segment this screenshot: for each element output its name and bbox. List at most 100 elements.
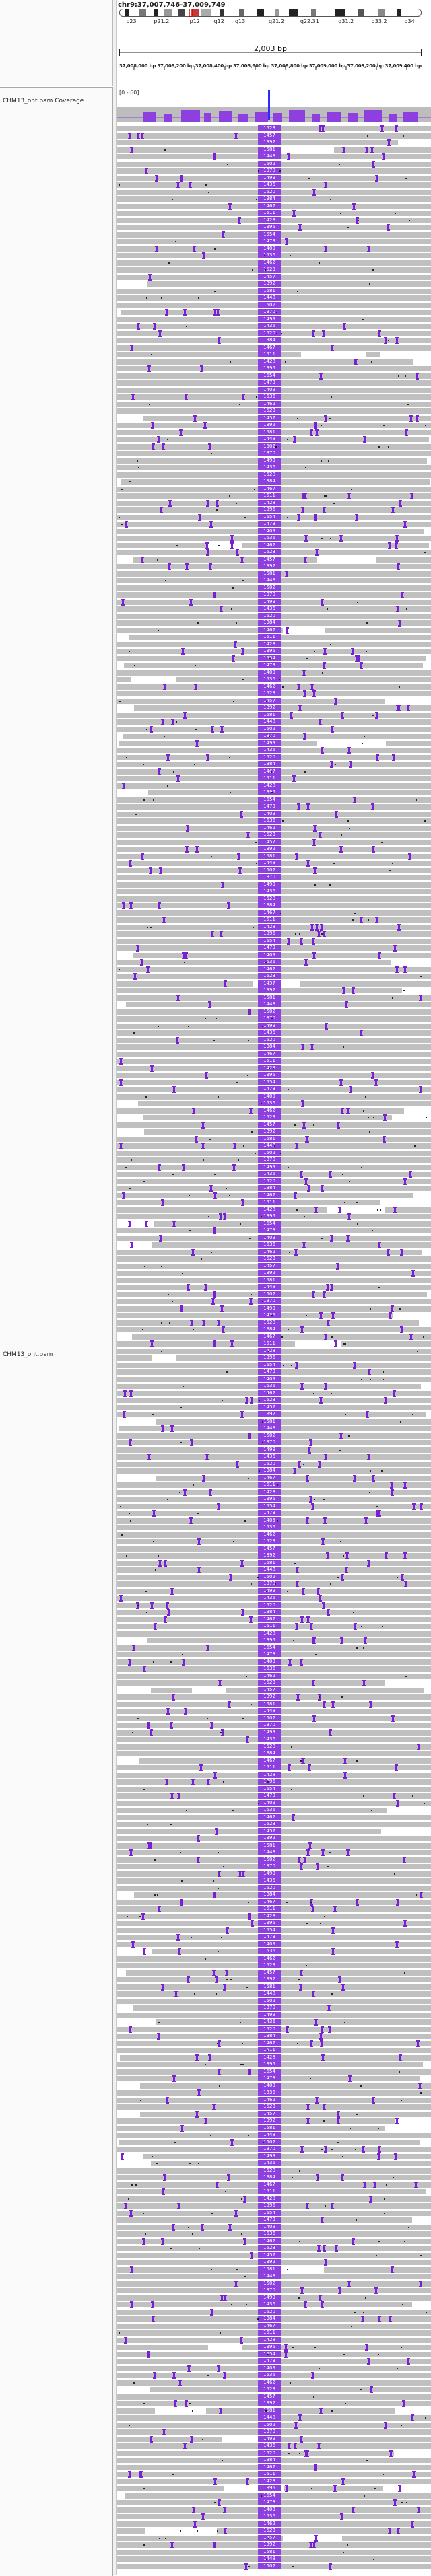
insertion-marker[interactable] xyxy=(407,705,410,711)
insertion-marker[interactable] xyxy=(396,606,399,612)
insertion-marker[interactable] xyxy=(395,1941,399,1948)
insertion-marker[interactable] xyxy=(129,860,132,867)
insertion-marker[interactable] xyxy=(348,2075,352,2082)
insertion-marker[interactable] xyxy=(306,2203,309,2209)
insertion-marker[interactable] xyxy=(306,2104,310,2110)
insertion-marker[interactable] xyxy=(393,2499,397,2506)
insertion-label[interactable]: 1511 xyxy=(258,493,281,499)
insertion-marker[interactable] xyxy=(213,1892,216,1898)
insertion-label[interactable]: 1370 xyxy=(258,450,281,456)
insertion-marker[interactable] xyxy=(250,2252,253,2259)
insertion-marker[interactable] xyxy=(223,2372,226,2379)
insertion-marker[interactable] xyxy=(166,1708,170,1715)
insertion-marker[interactable] xyxy=(330,761,333,768)
insertion-label[interactable]: 1448 xyxy=(258,1143,281,1149)
insertion-marker[interactable] xyxy=(294,2443,297,2449)
insertion-marker[interactable] xyxy=(346,1108,350,1114)
insertion-marker[interactable] xyxy=(232,655,235,662)
insertion-label[interactable]: 1436 xyxy=(258,2443,281,2449)
insertion-label[interactable]: 1370 xyxy=(258,2429,281,2435)
insertion-label[interactable]: 1428 xyxy=(258,1207,281,1213)
insertion-marker[interactable] xyxy=(204,2118,207,2124)
insertion-label[interactable]: 1554 xyxy=(258,2069,281,2075)
insertion-marker[interactable] xyxy=(131,394,135,400)
insertion-marker[interactable] xyxy=(288,1659,292,1666)
insertion-marker[interactable] xyxy=(151,422,154,429)
insertion-marker[interactable] xyxy=(241,648,244,655)
insertion-label[interactable]: 1370 xyxy=(258,1015,281,1022)
insertion-marker[interactable] xyxy=(238,217,241,224)
insertion-label[interactable]: 1467 xyxy=(258,1051,281,1057)
insertion-marker[interactable] xyxy=(298,705,302,711)
insertion-label[interactable]: 1520 xyxy=(258,1461,281,1467)
insertion-marker[interactable] xyxy=(206,500,209,507)
insertion-marker[interactable] xyxy=(218,1871,221,1877)
insertion-marker[interactable] xyxy=(129,1390,133,1397)
insertion-label[interactable]: 1523 xyxy=(258,1962,281,1968)
insertion-marker[interactable] xyxy=(370,2386,373,2393)
insertion-marker[interactable] xyxy=(402,2400,405,2407)
insertion-label[interactable]: 1473 xyxy=(258,2358,281,2364)
insertion-marker[interactable] xyxy=(319,2295,322,2301)
insertion-marker[interactable] xyxy=(132,1645,135,1651)
insertion-marker[interactable] xyxy=(315,549,319,556)
insertion-label[interactable]: 1554 xyxy=(258,514,281,520)
read[interactable] xyxy=(117,1200,380,1205)
insertion-marker[interactable] xyxy=(311,1503,314,1510)
insertion-marker[interactable] xyxy=(300,2287,304,2294)
insertion-marker[interactable] xyxy=(158,330,162,337)
read[interactable] xyxy=(134,1892,431,1898)
insertion-label[interactable]: 1511 xyxy=(258,1764,281,1770)
insertion-marker[interactable] xyxy=(324,1383,327,1390)
insertion-marker[interactable] xyxy=(205,1454,209,1460)
insertion-label[interactable]: 1581 xyxy=(258,1701,281,1707)
insertion-marker[interactable] xyxy=(220,931,223,937)
insertion-label[interactable]: 1536 xyxy=(258,959,281,965)
insertion-label[interactable]: 1467 xyxy=(258,203,281,209)
insertion-marker[interactable] xyxy=(323,1517,327,1524)
insertion-marker[interactable] xyxy=(403,966,407,973)
insertion-label[interactable]: 1511 xyxy=(258,1199,281,1205)
insertion-label[interactable]: 1554 xyxy=(258,1927,281,1933)
insertion-marker[interactable] xyxy=(354,1623,357,1630)
insertion-label[interactable]: 1428 xyxy=(258,2478,281,2484)
insertion-marker[interactable] xyxy=(372,161,375,168)
insertion-label[interactable]: 1436 xyxy=(258,1454,281,1460)
insertion-marker[interactable] xyxy=(346,1235,350,1242)
read[interactable] xyxy=(117,2408,395,2414)
insertion-label[interactable]: 1462 xyxy=(258,1673,281,1679)
insertion-label[interactable]: 1502 xyxy=(258,1715,281,1721)
insertion-label[interactable]: 1523 xyxy=(258,2528,281,2534)
insertion-marker[interactable] xyxy=(204,1284,207,1291)
insertion-marker[interactable] xyxy=(372,2097,375,2104)
insertion-label[interactable]: 1473 xyxy=(258,662,281,668)
insertion-label[interactable]: 1448 xyxy=(258,295,281,301)
insertion-marker[interactable] xyxy=(363,2182,366,2188)
insertion-marker[interactable] xyxy=(185,394,188,400)
insertion-label[interactable]: 1384 xyxy=(258,761,281,767)
insertion-marker[interactable] xyxy=(310,1623,313,1630)
insertion-marker[interactable] xyxy=(378,2146,381,2153)
insertion-marker[interactable] xyxy=(296,1581,299,1587)
insertion-label[interactable]: 1448 xyxy=(258,436,281,442)
insertion-marker[interactable] xyxy=(201,2513,205,2520)
insertion-marker[interactable] xyxy=(185,846,189,853)
insertion-label[interactable]: 1536 xyxy=(258,1807,281,1813)
insertion-marker[interactable] xyxy=(300,1659,303,1666)
insertion-label[interactable]: 1392 xyxy=(258,846,281,852)
insertion-marker[interactable] xyxy=(364,1637,367,1644)
read[interactable] xyxy=(143,2154,431,2159)
insertion-marker[interactable] xyxy=(304,1178,308,1185)
insertion-marker[interactable] xyxy=(407,2358,410,2365)
insertion-marker[interactable] xyxy=(249,1616,253,1623)
insertion-marker[interactable] xyxy=(312,690,316,697)
insertion-label[interactable]: 1473 xyxy=(258,2217,281,2223)
insertion-marker[interactable] xyxy=(314,2535,318,2542)
insertion-marker[interactable] xyxy=(222,1326,225,1333)
read[interactable] xyxy=(147,281,431,287)
insertion-marker[interactable] xyxy=(213,1227,216,1234)
insertion-marker[interactable] xyxy=(147,365,151,372)
insertion-label[interactable]: 1520 xyxy=(258,1037,281,1043)
insertion-marker[interactable] xyxy=(316,1863,319,1870)
insertion-label[interactable]: 1462 xyxy=(258,1390,281,1396)
